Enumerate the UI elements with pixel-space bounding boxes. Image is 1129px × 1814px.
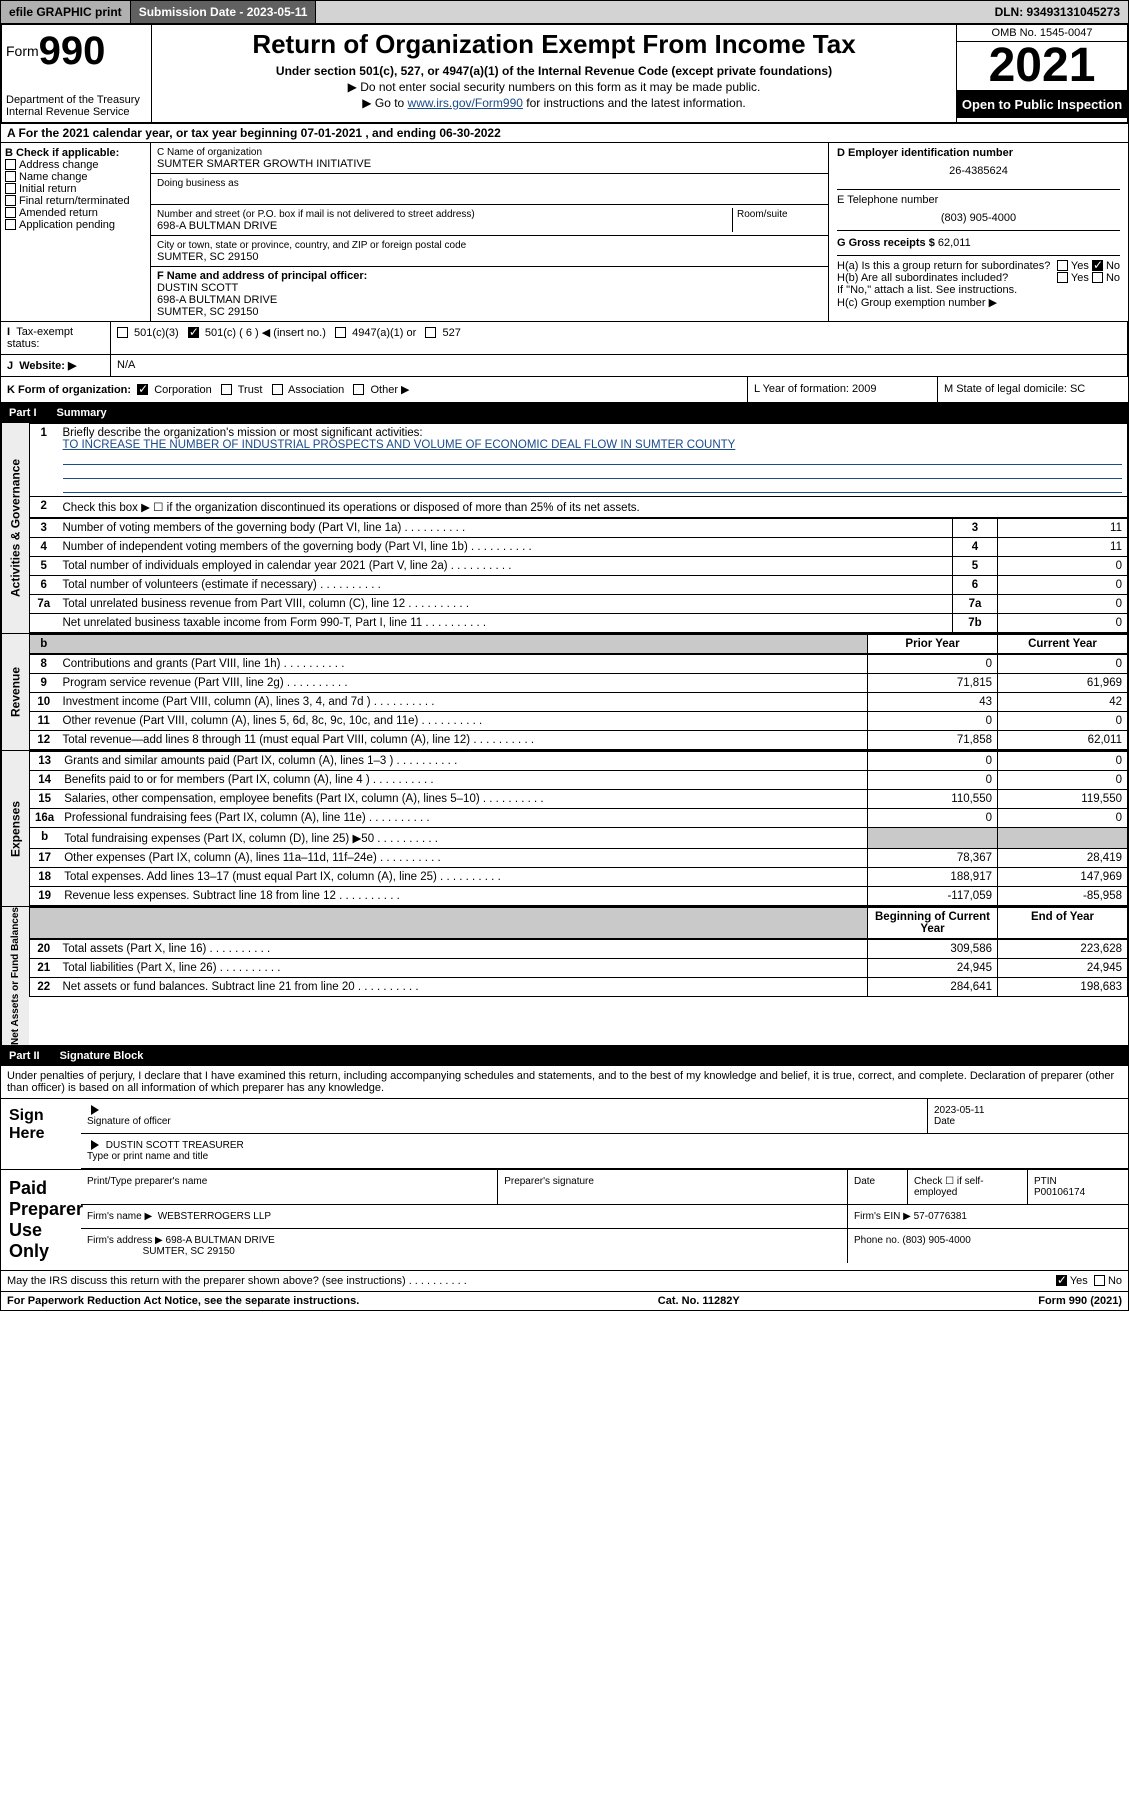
arrow-icon	[91, 1105, 99, 1115]
sign-here-block: Sign Here Signature of officer 2023-05-1…	[0, 1099, 1129, 1170]
arrow-icon	[91, 1140, 99, 1150]
phone: (803) 905-4000	[837, 206, 1120, 230]
form-subtitle: Under section 501(c), 527, or 4947(a)(1)…	[158, 64, 950, 78]
form-org-3[interactable]: Other ▶	[353, 384, 418, 396]
hb-note: If "No," attach a list. See instructions…	[837, 284, 1120, 296]
line-8: 8Contributions and grants (Part VIII, li…	[30, 655, 1128, 674]
form-org-1[interactable]: Trust	[221, 384, 272, 396]
paid-preparer-block: Paid Preparer Use Only Print/Type prepar…	[0, 1170, 1129, 1271]
line-17: 17Other expenses (Part IX, column (A), l…	[30, 849, 1128, 868]
note-link: ▶ Go to www.irs.gov/Form990 for instruct…	[158, 96, 950, 110]
line-7a: 7aTotal unrelated business revenue from …	[30, 595, 1128, 614]
top-bar: efile GRAPHIC print Submission Date - 20…	[0, 0, 1129, 24]
open-to-public: Open to Public Inspection	[957, 91, 1127, 118]
ein: 26-4385624	[837, 159, 1120, 189]
line-19: 19Revenue less expenses. Subtract line 1…	[30, 887, 1128, 906]
line-12: 12Total revenue—add lines 8 through 11 (…	[30, 731, 1128, 750]
identity-block: B Check if applicable: Address changeNam…	[0, 143, 1129, 322]
line-16a: 16aProfessional fundraising fees (Part I…	[30, 809, 1128, 828]
officer-label: F Name and address of principal officer:	[157, 270, 367, 282]
line-6: 6Total number of volunteers (estimate if…	[30, 576, 1128, 595]
form-org-2[interactable]: Association	[272, 384, 354, 396]
checkbox-name-change[interactable]: Name change	[5, 171, 146, 183]
footer: For Paperwork Reduction Act Notice, see …	[0, 1292, 1129, 1311]
form-title: Return of Organization Exempt From Incom…	[158, 29, 950, 60]
d-label: D Employer identification number	[837, 147, 1013, 159]
part-i-header: Part ISummary	[0, 403, 1129, 423]
line-20: 20Total assets (Part X, line 16)309,5862…	[30, 940, 1128, 959]
line-18: 18Total expenses. Add lines 13–17 (must …	[30, 868, 1128, 887]
dept-label: Department of the Treasury	[6, 94, 147, 106]
line-3: 3Number of voting members of the governi…	[30, 519, 1128, 538]
line-9: 9Program service revenue (Part VIII, lin…	[30, 674, 1128, 693]
line-7b: Net unrelated business taxable income fr…	[30, 614, 1128, 633]
efile-print-button[interactable]: efile GRAPHIC print	[1, 1, 131, 23]
row-k: K Form of organization: Corporation Trus…	[0, 377, 1129, 403]
room-label: Room/suite	[737, 209, 788, 220]
tax-status-2[interactable]: 4947(a)(1) or	[335, 327, 425, 339]
dba-label: Doing business as	[157, 178, 239, 189]
line-b: bTotal fundraising expenses (Part IX, co…	[30, 828, 1128, 849]
tax-status-0[interactable]: 501(c)(3)	[117, 327, 188, 339]
officer-addr1: 698-A BULTMAN DRIVE	[157, 294, 277, 306]
gross-receipts: 62,011	[938, 237, 971, 249]
tab-governance: Activities & Governance	[1, 423, 29, 633]
tax-year: 2021	[957, 42, 1127, 91]
state-domicile: M State of legal domicile: SC	[938, 377, 1128, 402]
hb-label: H(b) Are all subordinates included?	[837, 272, 1057, 284]
checkbox-application-pending[interactable]: Application pending	[5, 219, 146, 231]
line-5: 5Total number of individuals employed in…	[30, 557, 1128, 576]
year-formation: L Year of formation: 2009	[748, 377, 938, 402]
mission-text: TO INCREASE THE NUMBER OF INDUSTRIAL PRO…	[63, 439, 736, 451]
form-number: Form990	[6, 29, 147, 74]
dln: DLN: 93493131045273	[987, 1, 1128, 23]
form-org-0[interactable]: Corporation	[137, 384, 221, 396]
officer-name: DUSTIN SCOTT	[157, 282, 238, 294]
checkbox-address-change[interactable]: Address change	[5, 159, 146, 171]
row-a-tax-year: A For the 2021 calendar year, or tax yea…	[0, 124, 1129, 143]
g-label: G Gross receipts $	[837, 237, 935, 249]
tax-status-3[interactable]: 527	[425, 327, 470, 339]
org-name: SUMTER SMARTER GROWTH INITIATIVE	[157, 158, 371, 170]
city-label: City or town, state or province, country…	[157, 240, 466, 251]
irs-link[interactable]: www.irs.gov/Form990	[408, 96, 523, 110]
line-4: 4Number of independent voting members of…	[30, 538, 1128, 557]
box-b-label: B Check if applicable:	[5, 147, 119, 159]
officer-addr2: SUMTER, SC 29150	[157, 306, 258, 318]
irs-label: Internal Revenue Service	[6, 106, 147, 118]
line-21: 21Total liabilities (Part X, line 26)24,…	[30, 959, 1128, 978]
checkbox-final-return-terminated[interactable]: Final return/terminated	[5, 195, 146, 207]
line-15: 15Salaries, other compensation, employee…	[30, 790, 1128, 809]
tab-revenue: Revenue	[1, 634, 29, 750]
c-name-label: C Name of organization	[157, 147, 262, 158]
note-ssn: ▶ Do not enter social security numbers o…	[158, 80, 950, 94]
e-label: E Telephone number	[837, 194, 938, 206]
firm-name: WEBSTERROGERS LLP	[158, 1211, 271, 1222]
part-ii-header: Part IISignature Block	[0, 1046, 1129, 1066]
checkbox-initial-return[interactable]: Initial return	[5, 183, 146, 195]
form-header: Form990 Department of the Treasury Inter…	[0, 24, 1129, 124]
submission-date: Submission Date - 2023-05-11	[131, 1, 317, 23]
l2: Check this box ▶ ☐ if the organization d…	[58, 497, 1128, 518]
line-22: 22Net assets or fund balances. Subtract …	[30, 978, 1128, 997]
line-13: 13Grants and similar amounts paid (Part …	[30, 752, 1128, 771]
discuss-preparer: May the IRS discuss this return with the…	[7, 1275, 1056, 1287]
addr-label: Number and street (or P.O. box if mail i…	[157, 209, 475, 220]
tax-status-1[interactable]: 501(c) ( 6 ) ◀ (insert no.)	[188, 327, 335, 339]
tab-net-assets: Net Assets or Fund Balances	[1, 907, 29, 1045]
declaration: Under penalties of perjury, I declare th…	[0, 1066, 1129, 1099]
l1-label: Briefly describe the organization's miss…	[63, 427, 423, 439]
tab-expenses: Expenses	[1, 751, 29, 906]
ha-label: H(a) Is this a group return for subordin…	[837, 260, 1057, 272]
org-city: SUMTER, SC 29150	[157, 251, 258, 263]
row-i-j: I Tax-exempt status: 501(c)(3) 501(c) ( …	[0, 322, 1129, 355]
line-11: 11Other revenue (Part VIII, column (A), …	[30, 712, 1128, 731]
officer-sign-name: DUSTIN SCOTT TREASURER	[106, 1140, 244, 1151]
checkbox-amended-return[interactable]: Amended return	[5, 207, 146, 219]
line-14: 14Benefits paid to or for members (Part …	[30, 771, 1128, 790]
org-address: 698-A BULTMAN DRIVE	[157, 220, 277, 232]
website: N/A	[111, 355, 1128, 376]
line-10: 10Investment income (Part VIII, column (…	[30, 693, 1128, 712]
hc-label: H(c) Group exemption number ▶	[837, 296, 1120, 309]
